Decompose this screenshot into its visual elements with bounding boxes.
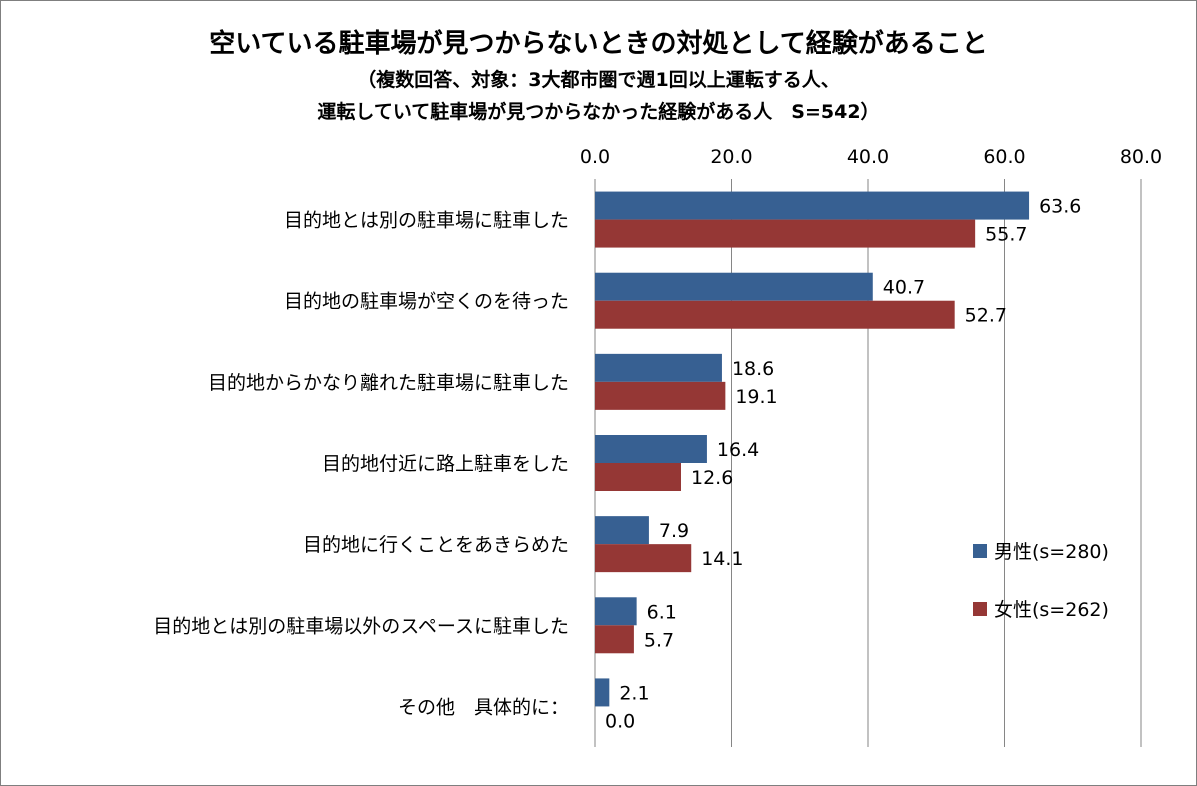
data-label: 5.7 [644, 629, 674, 651]
category-label: 目的地とは別の駐車場に駐車した [284, 210, 569, 232]
data-label: 40.7 [883, 277, 925, 299]
data-label: 18.6 [732, 358, 774, 380]
bar [595, 463, 681, 491]
x-tick-label: 40.0 [847, 146, 889, 168]
x-tick-label: 80.0 [1120, 146, 1162, 168]
bar [595, 435, 707, 463]
legend-swatch [973, 544, 987, 558]
bar [595, 381, 726, 410]
data-label: 16.4 [717, 439, 759, 461]
data-label: 55.7 [985, 224, 1027, 246]
category-label: 目的地からかなり離れた駐車場に駐車した [208, 372, 569, 394]
data-label: 6.1 [647, 601, 677, 623]
bar [595, 597, 637, 626]
bar [595, 516, 649, 545]
chart-subtitle-line-2: 運転していて駐車場が見つからなかった経験がある人 S=542） [317, 101, 880, 123]
category-label: 目的地とは別の駐車場以外のスペースに駐車した [153, 615, 569, 637]
chart-subtitle-line-1: （複数回答、対象：3大都市圏で週1回以上運転する人、 [357, 69, 840, 91]
legend-label: 男性(s=280) [994, 541, 1109, 563]
data-label: 12.6 [691, 467, 733, 489]
data-label: 0.0 [605, 710, 635, 732]
bar [595, 625, 634, 654]
bar [595, 300, 955, 329]
chart-title: 空いている駐車場が見つからないときの対処として経験があること [209, 29, 988, 59]
category-label: その他 具体的に： [398, 696, 569, 718]
data-label: 7.9 [659, 520, 689, 542]
bar [595, 272, 873, 301]
data-label: 2.1 [619, 682, 649, 704]
data-label: 19.1 [735, 386, 777, 408]
category-label: 目的地に行くことをあきらめた [303, 534, 569, 556]
bar [595, 191, 1030, 220]
bar [595, 544, 692, 573]
bar [595, 678, 610, 707]
x-tick-label: 0.0 [580, 146, 610, 168]
x-tick-label: 20.0 [710, 146, 752, 168]
bar [595, 353, 722, 382]
data-label: 14.1 [701, 548, 743, 570]
x-tick-label: 60.0 [983, 146, 1025, 168]
bar [595, 219, 976, 248]
category-label: 目的地の駐車場が空くのを待った [284, 291, 569, 313]
legend-swatch [973, 602, 987, 616]
legend-label: 女性(s=262) [994, 599, 1109, 621]
data-label: 63.6 [1039, 196, 1081, 218]
category-label: 目的地付近に路上駐車をした [322, 453, 569, 475]
data-label: 52.7 [965, 305, 1007, 327]
